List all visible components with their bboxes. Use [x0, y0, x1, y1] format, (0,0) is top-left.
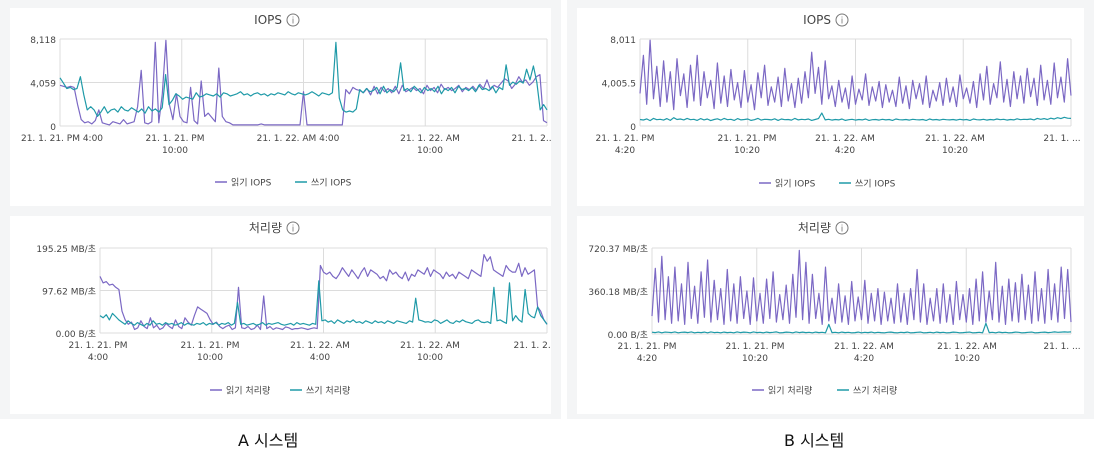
x-tick-label: 21. 1. ... [1043, 134, 1080, 144]
info-icon: i [286, 13, 300, 27]
legend-item: 읽기 처리량 [210, 385, 270, 397]
series-line-write [651, 322, 1072, 334]
y-tick-label: 97.62 MB/초 [42, 287, 96, 298]
x-tick-label: 21. 1. 21. PM 4:20 [596, 134, 655, 156]
x-tick-label: 21. 1. 22. AM 10:00 [400, 341, 460, 363]
x-tick-label: 21. 1. 22. AM 10:20 [937, 342, 997, 364]
info-icon: i [286, 221, 300, 235]
x-tick-label: 21. 1. 2... [512, 134, 551, 144]
info-icon: i [835, 221, 849, 235]
panel-a-iops: IOPS i 8,118 4,059 0 21. 1. 21. PM 4:00 21. 1.… [10, 8, 555, 206]
series-line-write [99, 280, 548, 327]
x-tick-label: 21. 1. 22. AM 4:20 [815, 134, 875, 156]
legend-label: 쓰기 처리량 [306, 385, 350, 397]
x-tick-label: 21. 1. 22. AM 10:00 [400, 134, 460, 156]
info-icon: i [835, 13, 849, 27]
x-tick-label: 21. 1. 21. PM 4:00 [69, 341, 128, 363]
chart-title: 처리량 [249, 221, 282, 235]
chart-b-iops: IOPS i 8,011 4,005.5 021. 1. 21. PM 4:20 21. 1… [596, 13, 1081, 190]
legend-label: 쓰기 처리량 [853, 385, 897, 397]
svg-text:i: i [292, 225, 295, 235]
legend-label: 읽기 IOPS [231, 178, 272, 189]
x-tick-label: 21. 1. 21. PM 10:00 [181, 341, 240, 363]
panel-a-throughput: 처리량 i 195.25 MB/초 97.62 MB/초 0.00 B/초 21. 1. … [10, 216, 556, 414]
svg-text:i: i [841, 17, 844, 27]
chart-title: IOPS [803, 13, 831, 27]
y-tick-label: 0.00 B/초 [608, 330, 648, 341]
x-tick-label: 21. 1. 22. AM 4:00 [290, 341, 350, 363]
legend-label: 읽기 IOPS [775, 179, 816, 190]
legend-item: 읽기 IOPS [759, 179, 816, 190]
y-tick-label: 195.25 MB/초 [36, 244, 96, 255]
svg-text:i: i [841, 225, 844, 235]
y-tick-label: 4,005.5 [602, 80, 636, 90]
y-tick-label: 4,059 [30, 80, 56, 90]
series-line-write [639, 112, 1072, 122]
y-tick-label: 720.37 MB/초 [588, 244, 648, 255]
y-tick-label: 360.18 MB/초 [588, 287, 648, 298]
x-tick-label: 21. 1. 2... [514, 341, 551, 351]
y-tick-label: 0 [630, 123, 636, 133]
y-tick-label: 0.00 B/초 [56, 329, 96, 340]
panel-b-throughput: 처리량 i 720.37 MB/초 360.18 MB/초 0.00 B/초 21. 1.… [577, 216, 1084, 414]
x-tick-label: 21. 1. 21. PM 4:20 [618, 342, 677, 364]
x-tick-label: 21. 1. 21. PM 10:00 [146, 134, 205, 156]
legend-item: 쓰기 IOPS [295, 178, 352, 189]
caption-system-b: B 시스템 [784, 431, 845, 450]
y-tick-label: 8,011 [610, 36, 636, 46]
y-tick-label: 8,118 [30, 36, 56, 46]
legend-label: 읽기 처리량 [226, 385, 270, 397]
svg-text:i: i [292, 17, 295, 27]
chart-a-iops: IOPS i 8,118 4,059 021. 1. 21. PM 4:00 21. 1.… [21, 13, 555, 189]
caption-system-a: A 시스템 [238, 431, 299, 450]
x-tick-label: 21. 1. 21. PM 4:00 [21, 134, 103, 144]
legend-item: 읽기 IOPS [215, 178, 272, 189]
legend-item: 읽기 처리량 [752, 385, 812, 397]
x-tick-label: 21. 1. 22. AM 4:20 [834, 342, 894, 364]
legend-label: 쓰기 IOPS [311, 178, 352, 189]
panel-b-iops: IOPS i 8,011 4,005.5 0 21. 1. 21. PM 4:20 21. 1… [577, 8, 1084, 206]
legend-label: 읽기 처리량 [768, 385, 812, 397]
series-line-read [651, 249, 1072, 326]
series-line-read [59, 39, 548, 126]
x-tick-label: 21. 1. ... [1043, 342, 1080, 352]
series-line-read [99, 253, 548, 331]
series-line-read [639, 39, 1072, 111]
x-tick-label: 21. 1. 22. AM 4:00 [257, 134, 340, 144]
legend-label: 쓰기 IOPS [855, 179, 896, 190]
x-tick-label: 21. 1. 21. PM 10:20 [718, 134, 777, 156]
x-tick-label: 21. 1. 22. AM 10:20 [925, 134, 985, 156]
series-line-write [59, 41, 548, 118]
legend-item: 쓰기 처리량 [290, 385, 350, 397]
chart-title: 처리량 [798, 221, 831, 235]
x-tick-label: 21. 1. 21. PM 10:20 [726, 342, 785, 364]
chart-title: IOPS [254, 13, 282, 27]
legend-item: 쓰기 처리량 [837, 385, 897, 397]
legend-item: 쓰기 IOPS [839, 179, 896, 190]
y-tick-label: 0 [50, 123, 56, 133]
